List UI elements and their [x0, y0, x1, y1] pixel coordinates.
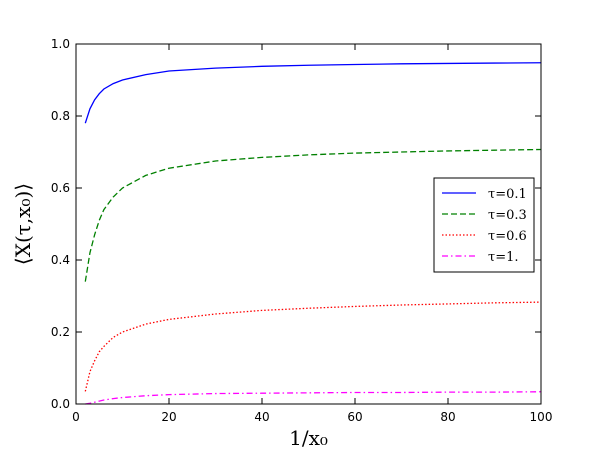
series-line-4 [85, 391, 542, 405]
legend-label-2: τ=0.3 [488, 208, 527, 223]
series-lines [84, 62, 542, 405]
x-tick-label: 0 [72, 410, 80, 424]
legend: τ=0.1 τ=0.3 τ=0.6 τ=1. [433, 177, 535, 273]
y-tick-label: 0.2 [51, 325, 70, 339]
series-line-1 [84, 62, 542, 124]
legend-label-4: τ=1. [488, 250, 519, 265]
plot-area-frame [75, 43, 542, 405]
x-tick-label: 80 [440, 410, 455, 424]
series-line-2 [84, 148, 542, 282]
y-tick-label: 0.0 [51, 397, 70, 411]
y-tick-label: 1.0 [51, 37, 70, 51]
legend-label-1: τ=0.1 [488, 187, 527, 202]
legend-items: τ=0.1 τ=0.3 τ=0.6 τ=1. [442, 187, 527, 265]
legend-label-3: τ=0.6 [488, 229, 527, 244]
y-axis-label: ⟨X(τ,x₀)⟩ [11, 183, 35, 265]
x-axis-label: 1/x₀ [289, 426, 328, 450]
tick-labels: 0 20 40 60 80 100 0.0 0.2 0.4 0.6 0.8 1.0 [51, 37, 553, 424]
x-tick-label: 40 [254, 410, 269, 424]
x-tick-label: 100 [530, 410, 553, 424]
x-tick-label: 60 [347, 410, 362, 424]
y-tick-label: 0.4 [51, 253, 70, 267]
series-line-3 [84, 301, 542, 392]
legend-box [433, 177, 535, 273]
y-tick-label: 0.6 [51, 181, 70, 195]
x-tick-label: 20 [161, 410, 176, 424]
y-tick-label: 0.8 [51, 109, 70, 123]
